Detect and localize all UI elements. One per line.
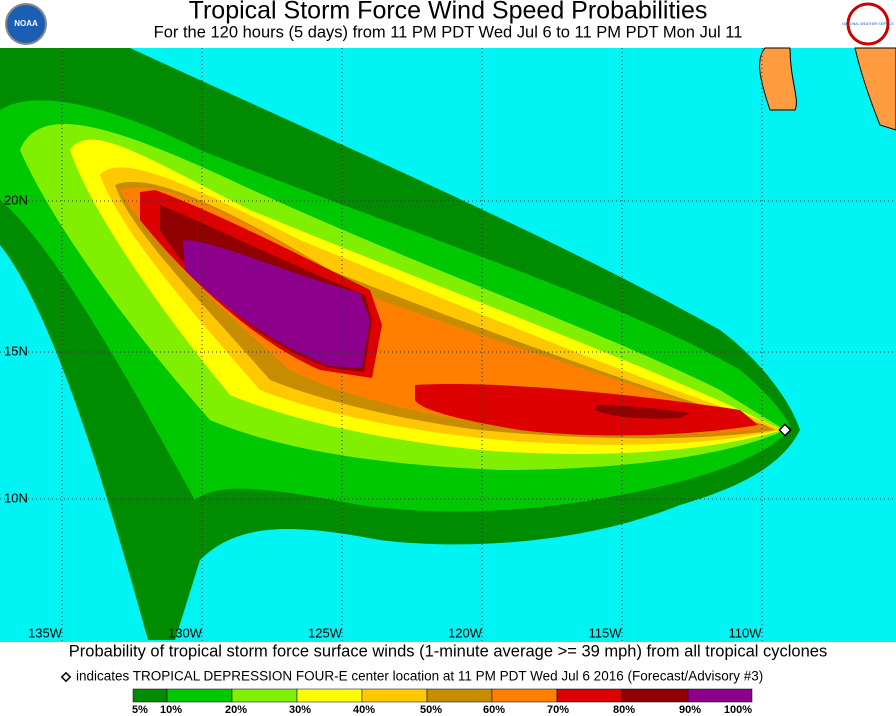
lon-label: 135W [28,625,63,640]
lon-label: 110W [729,625,763,640]
lat-labels: 20N 15N 10N [4,192,28,505]
legend-label: 70% [547,704,569,716]
legend-swatch [491,688,558,703]
left-logo [5,3,47,45]
legend-swatch [361,688,428,703]
legend-label: 30% [289,704,311,716]
subtitle: For the 120 hours (5 days) from 11 PM PD… [154,23,743,41]
legend-swatch [132,688,168,703]
lat-label: 15N [4,343,28,358]
lon-labels: 135W 130W 125W 120W 115W 110W [28,625,762,640]
lat-label: 10N [4,490,28,505]
legend-swatch [166,688,233,703]
center-icon [60,671,72,683]
caption-line1: Probability of tropical storm force surf… [69,642,827,660]
lat-label: 20N [4,192,28,207]
legend-label: 100% [724,704,752,716]
legend-label: 5% [132,704,148,716]
legend: 5% 10% 20% 30% 40% 50% 60% 70% 80% 90% 100% [132,688,753,716]
legend-label: 90% [679,704,701,716]
caption-line2: indicates TROPICAL DEPRESSION FOUR-E cen… [76,669,763,684]
legend-label: 50% [420,704,442,716]
legend-swatch [687,688,753,703]
legend-label: 60% [483,704,505,716]
header: NOAA NATIONAL WEATHER SERVICE Tropical S… [5,0,894,46]
legend-label: 20% [225,704,247,716]
probability-contours [0,48,800,640]
legend-label: 40% [353,704,375,716]
grid [0,48,896,642]
legend-swatch [231,688,298,703]
legend-swatch [556,688,623,703]
left-logo-text: NOAA [14,19,38,28]
legend-label: 10% [160,704,182,716]
lon-label: 115W [589,625,623,640]
legend-label: 80% [613,704,635,716]
lon-label: 120W [448,625,483,640]
storm-center [778,423,792,437]
right-logo [846,2,890,46]
legend-swatch [426,688,493,703]
land [759,47,896,131]
title: Tropical Storm Force Wind Speed Probabil… [189,0,708,25]
lon-label: 125W [308,625,343,640]
legend-swatch [621,688,689,703]
lon-label: 130W [168,625,203,640]
legend-swatch [296,688,363,703]
right-logo-text: NATIONAL WEATHER SERVICE [842,22,894,26]
